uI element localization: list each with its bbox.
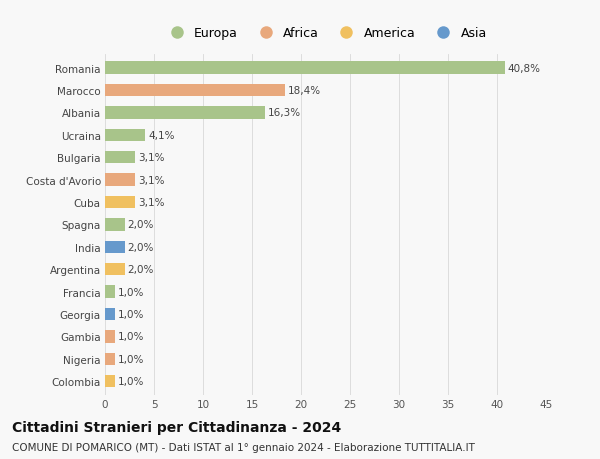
Text: 3,1%: 3,1% (139, 175, 165, 185)
Text: 3,1%: 3,1% (139, 197, 165, 207)
Bar (105, 196, 136, 209)
Text: Cittadini Stranieri per Cittadinanza - 2024: Cittadini Stranieri per Cittadinanza - 2… (12, 420, 341, 434)
Bar (105, 152, 136, 164)
Text: 3,1%: 3,1% (139, 153, 165, 163)
Text: 4,1%: 4,1% (148, 130, 175, 140)
Bar (105, 375, 115, 387)
Text: 1,0%: 1,0% (118, 332, 144, 341)
Bar (105, 107, 265, 119)
Bar (105, 129, 145, 142)
Legend: Europa, Africa, America, Asia: Europa, Africa, America, Asia (164, 28, 487, 40)
Text: 1,0%: 1,0% (118, 376, 144, 386)
Text: 18,4%: 18,4% (288, 86, 322, 96)
Bar (105, 330, 115, 343)
Text: COMUNE DI POMARICO (MT) - Dati ISTAT al 1° gennaio 2024 - Elaborazione TUTTITALI: COMUNE DI POMARICO (MT) - Dati ISTAT al … (12, 442, 475, 452)
Bar (105, 174, 136, 186)
Text: 1,0%: 1,0% (118, 309, 144, 319)
Text: 16,3%: 16,3% (268, 108, 301, 118)
Bar (105, 286, 115, 298)
Text: 2,0%: 2,0% (128, 220, 154, 230)
Text: 40,8%: 40,8% (508, 63, 541, 73)
Bar (105, 219, 125, 231)
Text: 1,0%: 1,0% (118, 287, 144, 297)
Text: 1,0%: 1,0% (118, 354, 144, 364)
Bar (105, 62, 505, 75)
Bar (105, 308, 115, 320)
Text: 2,0%: 2,0% (128, 242, 154, 252)
Text: 2,0%: 2,0% (128, 264, 154, 274)
Bar (105, 263, 125, 276)
Bar (105, 85, 286, 97)
Bar (105, 241, 125, 253)
Bar (105, 353, 115, 365)
